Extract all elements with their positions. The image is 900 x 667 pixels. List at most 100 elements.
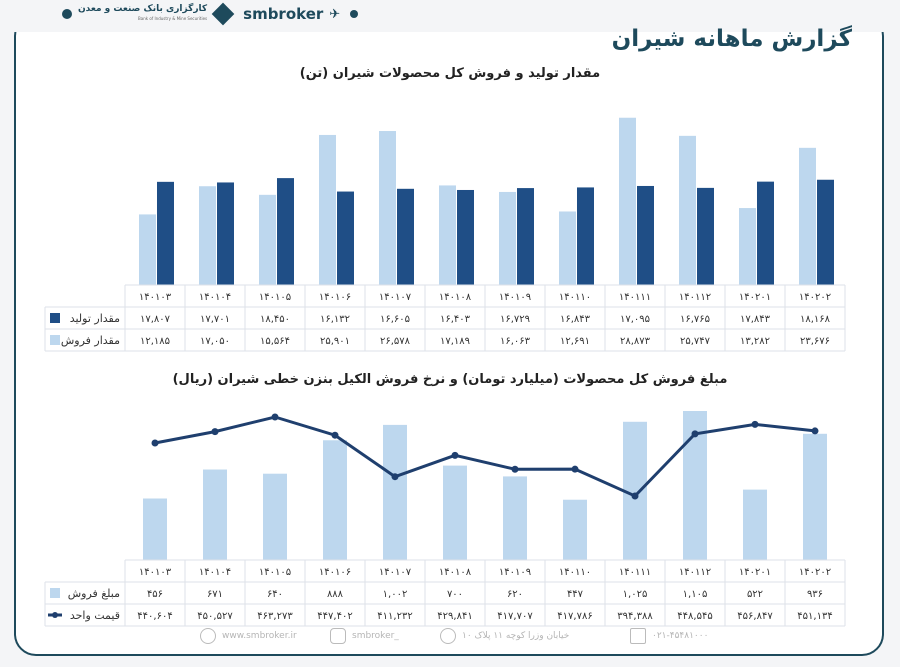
data-label: ۲۵,۹۰۱ <box>320 336 350 347</box>
bar-sales <box>439 185 456 285</box>
data-label: ۴۴۷,۴۰۲ <box>317 611 352 622</box>
data-label: ۲۶,۵۷۸ <box>380 336 411 347</box>
bar-sales-amount <box>743 489 767 560</box>
data-label: ۱۶,۸۴۳ <box>560 314 591 325</box>
legend-swatch <box>50 335 60 345</box>
legend-label: مبلغ فروش <box>68 587 120 600</box>
data-label: ۴۵۱,۱۳۴ <box>797 611 832 622</box>
bar-production <box>457 189 474 285</box>
bar-sales-amount <box>443 465 467 560</box>
data-label: ۱۵,۵۶۴ <box>260 336 290 347</box>
address-text: خیابان وزرا کوچه ۱۱ پلاک ۱۰ <box>462 631 570 641</box>
tick-label: ۱۴۰۱۰۶ <box>319 292 351 303</box>
bar-production <box>337 191 354 285</box>
data-label: ۱۷,۰۹۵ <box>620 314 650 325</box>
top-bar <box>0 0 900 32</box>
data-label: ۶۷۱ <box>207 589 223 600</box>
price-point <box>571 465 579 473</box>
tick-label: ۱۴۰۱۰۸ <box>439 567 472 578</box>
data-label: ۷۰۰ <box>447 589 463 600</box>
price-point <box>211 428 219 436</box>
data-label: ۴۵۶ <box>147 589 163 600</box>
instagram-icon <box>330 628 346 644</box>
logo-text-en: Bank of Industry & Mine Securities <box>138 16 208 21</box>
data-label: ۲۵,۷۴۷ <box>680 336 711 347</box>
price-point <box>631 492 639 500</box>
dot-icon <box>62 9 72 19</box>
bar-sales <box>679 135 696 285</box>
price-point <box>811 427 819 435</box>
data-label: ۱۶,۷۶۵ <box>680 314 710 325</box>
price-point <box>331 431 339 439</box>
tick-label: ۱۴۰۱۱۲ <box>679 567 711 578</box>
data-label: ۱۶,۱۳۲ <box>320 314 350 325</box>
tick-label: ۱۴۰۱۰۳ <box>139 567 172 578</box>
data-label: ۱۷,۷۰۱ <box>200 314 230 325</box>
footer-instagram[interactable]: smbroker_ <box>330 628 399 644</box>
dot-icon <box>350 10 359 18</box>
tick-label: ۱۴۰۱۱۰ <box>559 567 591 578</box>
legend-swatch <box>50 313 60 323</box>
data-label: ۴۵۰,۵۲۷ <box>197 611 233 622</box>
data-label: ۴۴۸,۵۴۵ <box>677 611 712 622</box>
data-label: ۱۷,۰۵۰ <box>200 336 230 347</box>
tick-label: ۱۴۰۱۱۱ <box>619 567 651 578</box>
tick-label: ۱۴۰۱۱۰ <box>559 292 591 303</box>
data-label: ۴۶۳,۲۷۳ <box>257 611 293 622</box>
footer-address: خیابان وزرا کوچه ۱۱ پلاک ۱۰ <box>440 628 569 644</box>
tick-label: ۱۴۰۲۰۱ <box>739 567 771 578</box>
phone-icon <box>630 628 646 644</box>
bar-production <box>697 187 714 285</box>
chart2-title: مبلغ فروش کل محصولات (میلیارد تومان) و ن… <box>172 372 728 387</box>
bar-production <box>757 181 774 285</box>
price-point <box>151 439 159 447</box>
bar-sales <box>619 117 636 286</box>
data-label: ۱۸,۴۵۰ <box>260 314 290 325</box>
data-label: ۱۶,۰۶۳ <box>500 336 531 347</box>
legend-swatch <box>50 588 60 598</box>
bar-sales <box>259 194 276 285</box>
data-label: ۱۲,۶۹۱ <box>560 336 590 347</box>
bar-sales-amount <box>563 499 587 560</box>
data-label: ۱,۰۲۵ <box>623 589 648 600</box>
instagram-text: smbroker_ <box>352 631 399 641</box>
data-label: ۲۸,۸۷۳ <box>620 336 651 347</box>
tick-label: ۱۴۰۱۱۲ <box>679 292 711 303</box>
phone-text: ۰۲۱-۴۵۴۸۱۰۰۰ <box>652 631 709 641</box>
data-label: ۱,۰۰۲ <box>383 589 408 600</box>
bar-sales <box>139 214 156 285</box>
data-label: ۶۴۰ <box>267 589 283 600</box>
data-label: ۱۶,۶۰۵ <box>380 314 410 325</box>
footer-phone: ۰۲۱-۴۵۴۸۱۰۰۰ <box>630 628 708 644</box>
bar-production <box>577 187 594 285</box>
location-icon <box>440 628 456 644</box>
data-label: ۵۲۲ <box>747 589 763 600</box>
bar-sales <box>799 147 816 285</box>
page-title: گزارش ماهانه شیران <box>611 26 852 52</box>
tick-label: ۱۴۰۱۰۹ <box>499 567 531 578</box>
brand-name: smbroker <box>243 5 324 23</box>
price-point <box>511 465 519 473</box>
bar-sales-amount <box>323 440 347 560</box>
bar-sales-amount <box>803 433 827 560</box>
data-label: ۹۳۶ <box>807 589 823 600</box>
bar-sales <box>199 186 216 285</box>
tick-label: ۱۴۰۱۱۱ <box>619 292 651 303</box>
price-point <box>751 420 759 428</box>
tick-label: ۱۴۰۱۰۳ <box>139 292 172 303</box>
data-label: ۶۲۰ <box>507 589 523 600</box>
data-label: ۴۱۷,۷۰۷ <box>497 611 533 622</box>
paper-plane-icon: ✈ <box>329 6 341 22</box>
logo-text-fa: کارگزاری بانک صنعت و معدن <box>78 4 208 14</box>
data-label: ۱۷,۸۰۷ <box>140 314 171 325</box>
tick-label: ۱۴۰۱۰۹ <box>499 292 531 303</box>
tick-label: ۱۴۰۱۰۴ <box>199 567 231 578</box>
data-label: ۴۵۶,۸۴۷ <box>737 611 773 622</box>
bar-sales-amount <box>203 469 227 560</box>
data-label: ۴۲۹,۸۴۱ <box>437 611 472 622</box>
data-label: ۴۱۱,۲۳۲ <box>377 611 412 622</box>
footer-website[interactable]: www.smbroker.ir <box>200 628 297 644</box>
price-point <box>271 413 279 421</box>
data-label: ۱۲,۱۸۵ <box>140 336 170 347</box>
data-label: ۱۶,۴۰۳ <box>440 314 471 325</box>
